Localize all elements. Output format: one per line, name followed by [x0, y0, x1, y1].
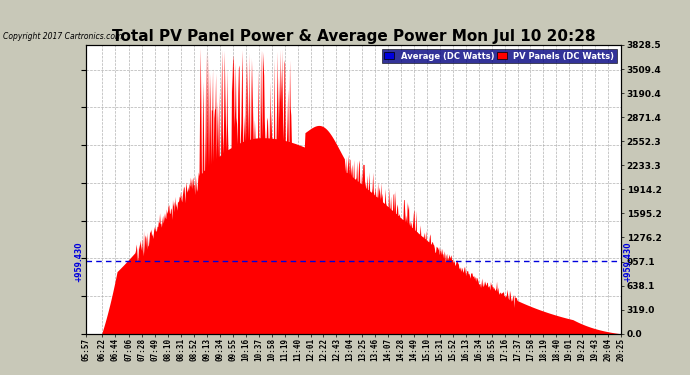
Legend: Average (DC Watts), PV Panels (DC Watts): Average (DC Watts), PV Panels (DC Watts) [382, 49, 617, 63]
Text: Copyright 2017 Cartronics.com: Copyright 2017 Cartronics.com [3, 32, 123, 41]
Text: +959.430: +959.430 [624, 241, 633, 282]
Text: +959.430: +959.430 [75, 241, 83, 282]
Title: Total PV Panel Power & Average Power Mon Jul 10 20:28: Total PV Panel Power & Average Power Mon… [112, 29, 595, 44]
